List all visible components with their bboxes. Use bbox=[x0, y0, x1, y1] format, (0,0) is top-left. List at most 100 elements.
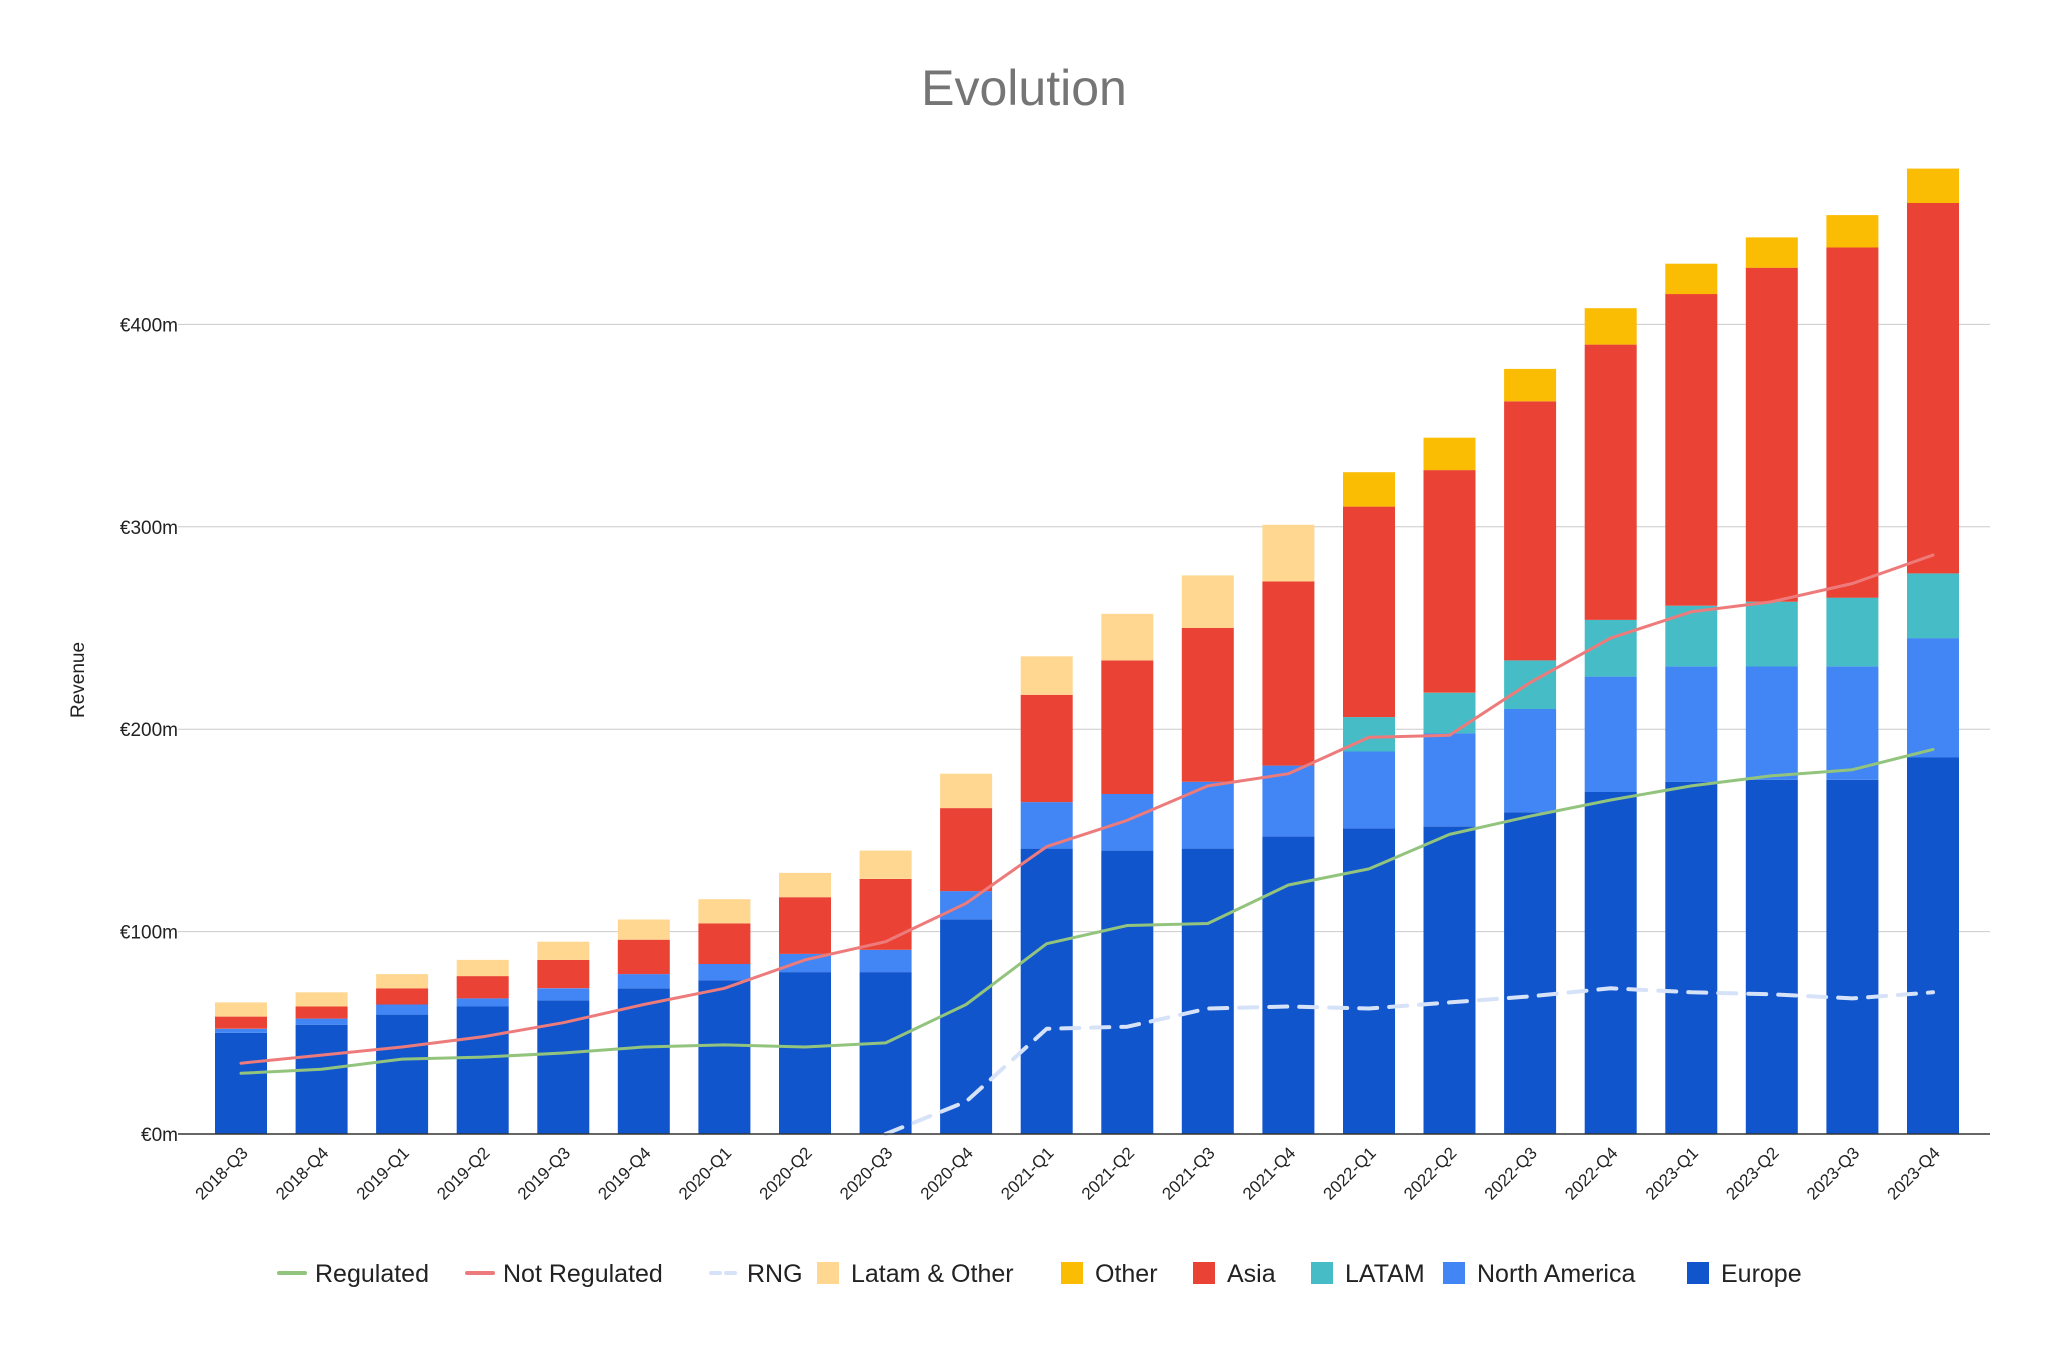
bars bbox=[215, 168, 1959, 1134]
x-axis-ticks: 2018-Q3 2018-Q4 2019-Q1 2019-Q2 2019-Q3 2019-… bbox=[192, 1143, 1944, 1203]
bar-segment-other bbox=[1423, 437, 1476, 471]
bar-segment-north-america bbox=[859, 949, 912, 973]
legend-label-not-regulated: Not Regulated bbox=[503, 1260, 663, 1288]
gridlines bbox=[178, 323, 1990, 933]
bar-segment-other bbox=[1826, 215, 1879, 248]
bar-segment-europe bbox=[1907, 757, 1959, 1134]
bar-segment-latam bbox=[1826, 597, 1879, 667]
bar-segment-asia bbox=[1826, 247, 1879, 598]
legend-swatch-asia bbox=[1193, 1262, 1215, 1284]
bar-segment-europe bbox=[1423, 826, 1476, 1134]
bar-segment-latam-other bbox=[376, 974, 429, 989]
bar-segment-europe bbox=[1745, 779, 1798, 1134]
bar-segment-asia bbox=[1584, 344, 1637, 620]
bar-segment-north-america bbox=[1745, 666, 1798, 780]
bar-segment-asia bbox=[537, 959, 590, 989]
bar-segment-europe bbox=[1343, 828, 1395, 1134]
bar-segment-asia bbox=[215, 1016, 267, 1029]
y-axis-ticks: €0m €100m €200m €300m €400m bbox=[120, 315, 178, 1146]
bar-segment-latam-other bbox=[1101, 613, 1154, 661]
bar-segment-latam bbox=[1745, 601, 1798, 667]
bar-segment-europe bbox=[295, 1024, 348, 1134]
bar-segment-north-america bbox=[940, 891, 993, 920]
bar-segment-europe bbox=[779, 972, 831, 1134]
legend-swatch-other bbox=[1061, 1262, 1083, 1284]
y-tick-label: €0m bbox=[141, 1125, 178, 1146]
bar-segment-europe bbox=[1826, 779, 1879, 1134]
x-tick-label: 2018-Q3 bbox=[192, 1143, 252, 1203]
bar-segment-europe bbox=[617, 988, 670, 1134]
bar-segment-europe bbox=[376, 1014, 429, 1134]
bar-segment-asia bbox=[1101, 660, 1154, 794]
bar-segment-north-america bbox=[1101, 794, 1154, 851]
bar-segment-north-america bbox=[1181, 781, 1234, 849]
bar-segment-asia bbox=[698, 923, 751, 964]
bar-segment-asia bbox=[1343, 506, 1395, 718]
y-tick-label: €100m bbox=[120, 923, 178, 944]
bar-segment-asia bbox=[456, 976, 509, 999]
bar-segment-europe bbox=[537, 1000, 590, 1134]
legend-swatch-europe bbox=[1687, 1262, 1709, 1284]
bar-segment-asia bbox=[617, 939, 670, 975]
x-tick-label: 2019-Q3 bbox=[514, 1143, 574, 1203]
x-tick-label: 2021-Q1 bbox=[997, 1143, 1057, 1203]
bar-segment-europe bbox=[456, 1006, 509, 1134]
bar-segment-other bbox=[1907, 168, 1959, 203]
line-not-regulated bbox=[239, 553, 1935, 1065]
legend-swatch-north-america bbox=[1443, 1262, 1465, 1284]
x-tick-label: 2021-Q2 bbox=[1078, 1143, 1138, 1203]
bar-segment-latam-other bbox=[456, 959, 509, 977]
x-tick-label: 2018-Q4 bbox=[272, 1143, 332, 1203]
bar-segment-latam bbox=[1504, 660, 1557, 709]
bar-segment-asia bbox=[295, 1006, 348, 1019]
bar-segment-latam-other bbox=[617, 919, 670, 940]
bar-segment-latam-other bbox=[859, 850, 912, 879]
y-tick-label: €400m bbox=[120, 315, 178, 336]
x-tick-label: 2021-Q3 bbox=[1158, 1143, 1218, 1203]
bar-segment-latam-other bbox=[295, 992, 348, 1007]
x-tick-label: 2019-Q2 bbox=[433, 1143, 493, 1203]
bar-segment-other bbox=[1504, 368, 1557, 402]
legend-label-rng: RNG bbox=[747, 1260, 803, 1288]
bar-segment-north-america bbox=[1584, 676, 1637, 792]
series-lines bbox=[239, 553, 1935, 1136]
bar-segment-asia bbox=[1665, 294, 1718, 606]
bar-segment-latam-other bbox=[215, 1002, 267, 1017]
x-tick-label: 2023-Q3 bbox=[1803, 1143, 1863, 1203]
bar-segment-north-america bbox=[1665, 666, 1718, 782]
bar-segment-north-america bbox=[456, 998, 509, 1007]
bar-segment-asia bbox=[1020, 694, 1073, 803]
legend-swatch-latam-other bbox=[817, 1262, 839, 1284]
bar-segment-latam-other bbox=[940, 773, 993, 809]
x-tick-label: 2022-Q1 bbox=[1320, 1143, 1380, 1203]
x-tick-label: 2023-Q1 bbox=[1642, 1143, 1702, 1203]
x-tick-label: 2020-Q3 bbox=[836, 1143, 896, 1203]
bar-segment-europe bbox=[1101, 850, 1154, 1134]
x-tick-label: 2021-Q4 bbox=[1239, 1143, 1299, 1203]
bar-segment-latam bbox=[1665, 605, 1718, 667]
legend-label-europe: Europe bbox=[1721, 1260, 1802, 1288]
bar-segment-asia bbox=[779, 897, 831, 954]
legend-label-other: Other bbox=[1095, 1260, 1158, 1288]
bar-segment-asia bbox=[1423, 470, 1476, 693]
x-tick-label: 2022-Q3 bbox=[1481, 1143, 1541, 1203]
legend-label-latam-other: Latam & Other bbox=[851, 1260, 1014, 1288]
x-tick-label: 2020-Q1 bbox=[675, 1143, 735, 1203]
x-tick-label: 2019-Q4 bbox=[594, 1143, 654, 1203]
bar-segment-latam-other bbox=[1262, 524, 1315, 582]
x-tick-label: 2022-Q2 bbox=[1400, 1143, 1460, 1203]
bar-segment-asia bbox=[1907, 203, 1959, 574]
x-tick-label: 2022-Q4 bbox=[1561, 1143, 1621, 1203]
bar-segment-other bbox=[1343, 472, 1395, 507]
y-tick-label: €200m bbox=[120, 720, 178, 741]
bar-segment-europe bbox=[1504, 812, 1557, 1134]
bar-segment-north-america bbox=[1343, 751, 1395, 829]
x-tick-label: 2023-Q2 bbox=[1722, 1143, 1782, 1203]
bar-segment-asia bbox=[376, 988, 429, 1005]
y-tick-label: €300m bbox=[120, 518, 178, 539]
x-tick-label: 2020-Q2 bbox=[756, 1143, 816, 1203]
bar-segment-europe bbox=[215, 1032, 267, 1134]
legend-label-regulated: Regulated bbox=[315, 1260, 429, 1288]
legend-swatch-latam bbox=[1311, 1262, 1333, 1284]
bar-segment-other bbox=[1584, 308, 1637, 345]
